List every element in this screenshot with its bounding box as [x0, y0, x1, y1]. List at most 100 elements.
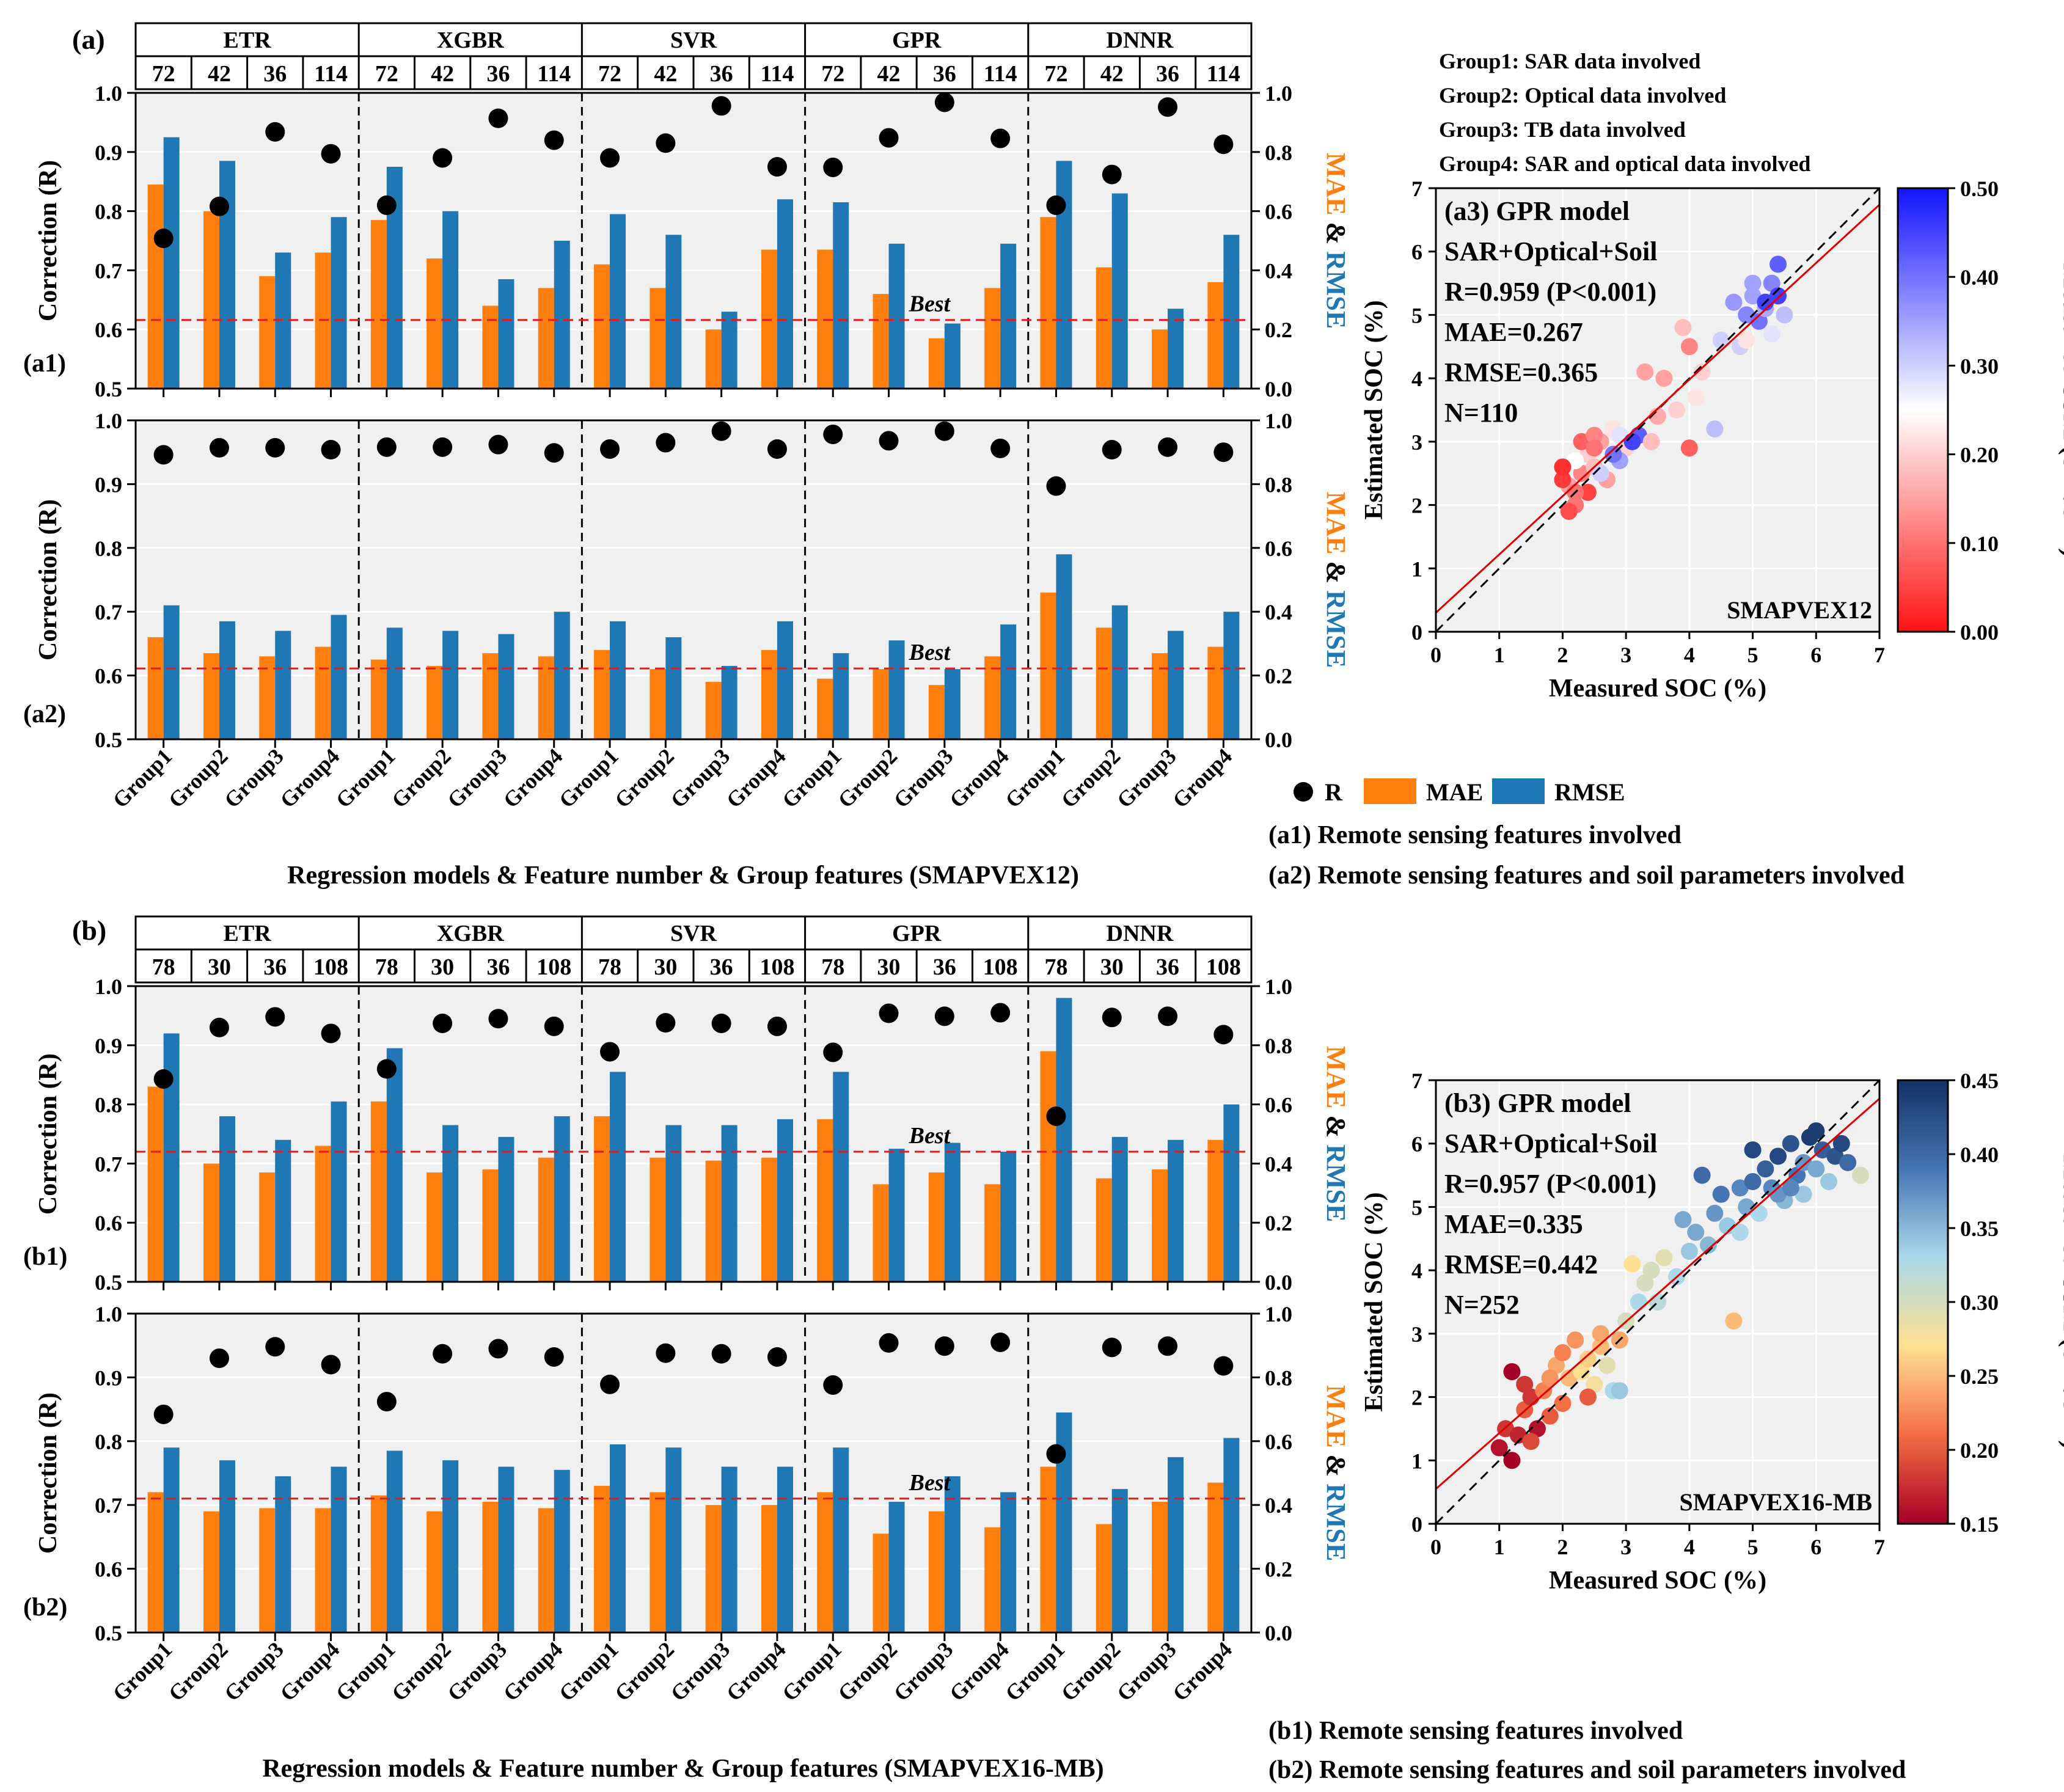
- mae-bar: [147, 637, 164, 739]
- scatter-point: [1769, 1147, 1787, 1165]
- scatter-point: [1769, 1185, 1787, 1203]
- scatter-point: [1623, 433, 1641, 450]
- legend-rmse-label: RMSE: [1554, 778, 1625, 806]
- scatter-point: [1516, 1375, 1534, 1393]
- y-tick-label: 0.6: [95, 1557, 122, 1582]
- mae-bar: [259, 1508, 276, 1633]
- scatter-y-tick-label: 1: [1411, 1449, 1422, 1473]
- rmse-bar: [1168, 1457, 1184, 1633]
- rmse-bar: [1223, 1104, 1240, 1282]
- plot-frame: [134, 92, 1253, 390]
- feature-number-label: 72: [1044, 61, 1067, 87]
- mae-bar: [259, 1172, 276, 1282]
- stats-line: R=0.959 (P<0.001): [1444, 277, 1656, 307]
- y-axis-label: Correction (R): [34, 499, 62, 660]
- rmse-bar: [833, 653, 849, 739]
- rmse-bar: [219, 161, 235, 389]
- scatter-point: [1725, 293, 1743, 311]
- rmse-bar: [1000, 243, 1017, 389]
- cb-label-mid: /cm: [2058, 497, 2064, 539]
- rmse-bar: [219, 621, 235, 739]
- r-point: [544, 1016, 564, 1036]
- y2-label-rmse: RMSE: [1321, 251, 1351, 329]
- feature-number-label: 36: [486, 61, 510, 87]
- scatter-x-tick-label: 4: [1684, 643, 1695, 667]
- r-point: [879, 1333, 899, 1353]
- colorbar: [1897, 1079, 1949, 1525]
- feature-number-label: 42: [654, 61, 677, 87]
- feature-number-label: 30: [877, 954, 901, 980]
- mae-bar: [873, 1534, 889, 1633]
- scatter-point: [1680, 439, 1698, 457]
- rmse-bar: [1168, 631, 1184, 739]
- scatter-point: [1636, 363, 1654, 381]
- scatter-panel-a3: 00 1 1 2 2 3 3 4 4 5 5 6 6 7 7 Measured SOC (%) Estimate…: [1360, 177, 2064, 703]
- feature-number-label: 72: [598, 61, 621, 87]
- scatter-point: [1687, 389, 1705, 406]
- r-point: [767, 157, 787, 177]
- mae-bar: [203, 211, 219, 389]
- model-header-(a): ETR 72 42 36 114 XGBR 72 42 36 114 SVR 72 42 36 114 GPR…: [134, 22, 1253, 90]
- mae-bar: [1207, 1139, 1224, 1282]
- scatter-x-tick-label: 6: [1810, 1535, 1821, 1559]
- stats-line: R=0.957 (P<0.001): [1444, 1169, 1656, 1199]
- rmse-bar: [498, 1136, 514, 1282]
- rmse-bar: [498, 634, 514, 739]
- scatter-y-tick-label: 6: [1411, 1132, 1422, 1157]
- scatter-x-tick-label: 6: [1810, 643, 1821, 667]
- y-tick-label: 0.7: [95, 1152, 122, 1176]
- stats-line: N=252: [1444, 1290, 1520, 1320]
- scatter-point: [1738, 331, 1755, 349]
- feature-number-label: 78: [1044, 954, 1067, 980]
- r-point: [656, 1343, 676, 1363]
- r-point: [600, 439, 620, 459]
- r-point: [209, 437, 229, 458]
- r-point: [1102, 440, 1122, 460]
- group-tick-label: Group2: [610, 1637, 679, 1706]
- mae-bar: [426, 1172, 443, 1282]
- rmse-bar: [833, 1072, 849, 1282]
- scatter-point: [1655, 370, 1673, 387]
- rmse-bar: [665, 235, 682, 389]
- mae-bar: [315, 646, 331, 739]
- y2-tick-label: 0.0: [1265, 1270, 1292, 1295]
- mae-bar: [650, 1492, 666, 1633]
- feature-number-label: 72: [152, 61, 175, 87]
- colorbar-tick-label: 0.45: [1960, 1069, 1999, 1093]
- mae-bar: [538, 1508, 554, 1633]
- scatter-y-tick-label: 0: [1411, 620, 1422, 645]
- scatter-point: [1579, 1350, 1597, 1368]
- group-tick-label: Group1: [331, 1637, 400, 1706]
- rmse-bar: [1056, 998, 1072, 1282]
- scatter-point: [1623, 1255, 1641, 1273]
- scatter-point: [1706, 420, 1724, 438]
- colorbar-tick-label: 0.10: [1960, 532, 1999, 556]
- scatter-point: [1763, 325, 1780, 343]
- group-tick-label: Group1: [108, 1637, 177, 1706]
- r-point: [265, 122, 285, 142]
- r-point: [711, 1344, 731, 1364]
- r-point: [1213, 1356, 1234, 1376]
- feature-number-label: 30: [208, 954, 231, 980]
- y2-tick-label: 0.4: [1265, 1493, 1292, 1518]
- y2-tick-label: 0.6: [1265, 1430, 1292, 1454]
- scatter-point: [1586, 439, 1603, 457]
- mae-bar: [1207, 646, 1224, 739]
- y-axis-label: Correction (R): [34, 1053, 62, 1215]
- scatter-point: [1788, 1166, 1806, 1184]
- scatter-y-tick-label: 7: [1411, 1069, 1422, 1093]
- y-tick-label: 0.5: [95, 1621, 122, 1645]
- r-point: [1158, 437, 1178, 457]
- feature-number-label: 78: [821, 954, 844, 980]
- y2-label-mae: MAE: [1321, 153, 1351, 222]
- r-point: [656, 1013, 676, 1033]
- group-tick-label: Group1: [1000, 744, 1069, 813]
- cb-label-mid: /cm: [2058, 1389, 2064, 1432]
- feature-number-label: 36: [1156, 954, 1179, 980]
- scatter-point: [1763, 274, 1780, 292]
- fit-line: [1435, 203, 1881, 613]
- scatter-point: [1832, 1135, 1850, 1152]
- scatter-point: [1586, 426, 1603, 444]
- r-point: [544, 130, 564, 150]
- rmse-bar: [1111, 605, 1128, 739]
